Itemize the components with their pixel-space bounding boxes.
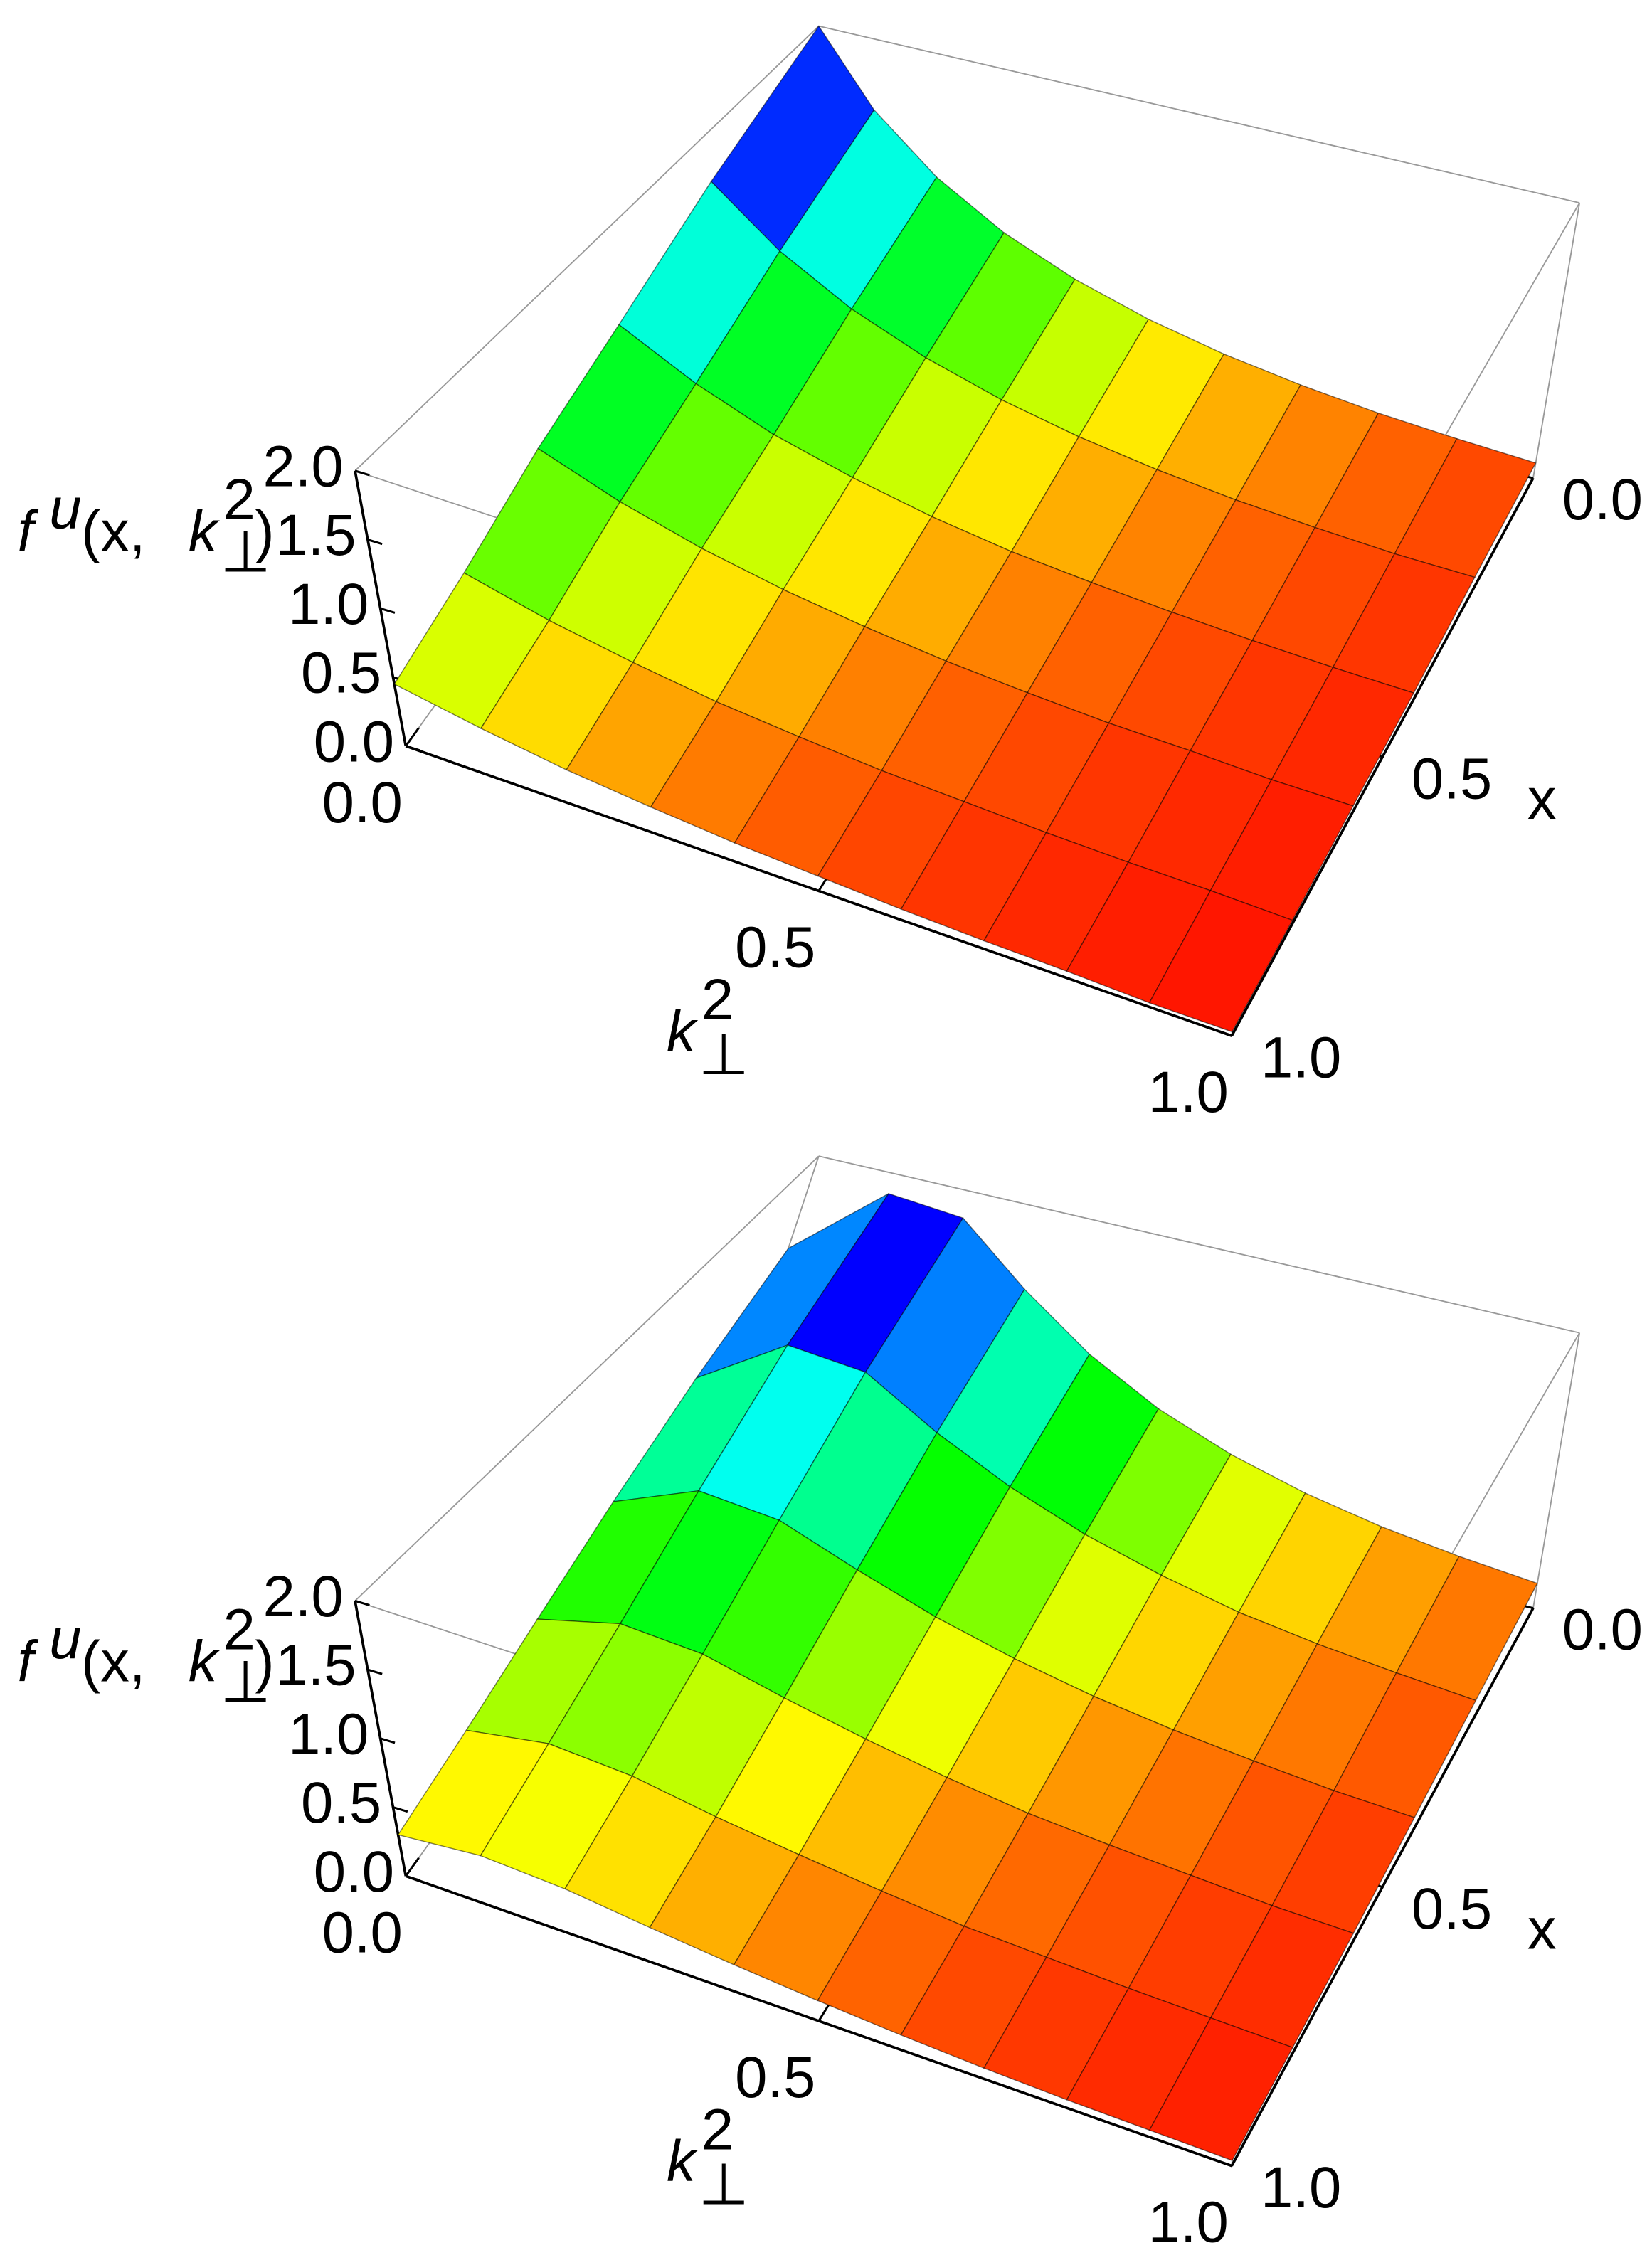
box-edge: [818, 25, 1580, 204]
z-tick-label: 0.0: [314, 1840, 394, 1904]
k-label: ⊥: [699, 1022, 749, 1087]
z-label: k: [189, 499, 221, 564]
x-tick-label: 0.0: [1562, 1598, 1643, 1662]
z-tick-label: 2.0: [263, 1564, 343, 1629]
z-tick: [405, 1874, 421, 1882]
z-label: u: [49, 476, 81, 541]
box-edge: [818, 1155, 1580, 1334]
z-label: f: [17, 1630, 38, 1694]
z-tick: [393, 1806, 408, 1813]
box-edge: [1532, 1332, 1581, 1608]
x-tick-label: 1.0: [1261, 2155, 1341, 2220]
z-tick: [367, 1668, 383, 1675]
z-label: (x,: [81, 1630, 145, 1694]
x-tick-label: 0.0: [1562, 467, 1643, 532]
surface-patch: [1148, 890, 1293, 1033]
z-label: ): [255, 499, 274, 564]
z-label: 2: [223, 1598, 255, 1662]
z-label: (x,: [81, 499, 145, 564]
z-label: ⊥: [221, 1650, 271, 1714]
k-tick-label: 0.0: [322, 770, 403, 835]
box-edge: [354, 1155, 820, 1602]
box-edge: [1532, 202, 1581, 479]
k-tick: [405, 1857, 420, 1877]
k-tick-label: 1.0: [1148, 2190, 1229, 2255]
z-tick-label: 1.0: [288, 1702, 369, 1766]
z-label: k: [189, 1630, 221, 1694]
k-tick: [405, 727, 420, 747]
z-tick-label: 2.0: [263, 434, 343, 499]
z-label: f: [17, 499, 38, 564]
x-label: x: [1527, 767, 1557, 832]
x-tick-label: 1.0: [1261, 1025, 1341, 1090]
k-tick-label: 1.0: [1148, 1060, 1229, 1125]
x-label: x: [1527, 1896, 1557, 1961]
x-tick: [1206, 1026, 1232, 1037]
x-tick: [1206, 2155, 1232, 2168]
z-tick-label: 1.5: [275, 1633, 356, 1698]
box-edge: [354, 25, 820, 472]
z-tick: [354, 469, 370, 477]
k-label: 2: [701, 2097, 734, 2162]
x-tick-label: 0.5: [1412, 1877, 1492, 1941]
z-tick-label: 0.5: [301, 1771, 381, 1835]
z-tick-label: 1.0: [288, 572, 369, 637]
k-label: ⊥: [699, 2153, 749, 2217]
z-tick: [405, 745, 421, 752]
z-tick: [380, 1737, 396, 1744]
z-label: 2: [223, 467, 255, 532]
k-tick-label: 0.5: [735, 916, 815, 980]
z-label: ⊥: [221, 520, 271, 585]
z-tick-label: 0.5: [301, 641, 381, 706]
z-label: ): [255, 1630, 274, 1694]
x-tick-label: 0.5: [1412, 746, 1492, 811]
z-tick-label: 0.0: [314, 709, 394, 774]
k-tick: [1230, 2143, 1245, 2167]
z-tick: [367, 539, 383, 546]
z-label: u: [49, 1606, 81, 1671]
k-label: 2: [701, 967, 734, 1032]
k-tick: [1230, 1013, 1245, 1036]
z-tick: [380, 607, 396, 614]
k-tick-label: 0.5: [735, 2045, 815, 2110]
z-tick: [354, 1599, 370, 1606]
k-label: k: [667, 999, 699, 1064]
k-tick-label: 0.0: [322, 1900, 403, 1965]
z-tick-label: 1.5: [275, 503, 356, 568]
surface-patch: [1148, 2017, 1294, 2161]
k-label: k: [667, 2129, 699, 2194]
